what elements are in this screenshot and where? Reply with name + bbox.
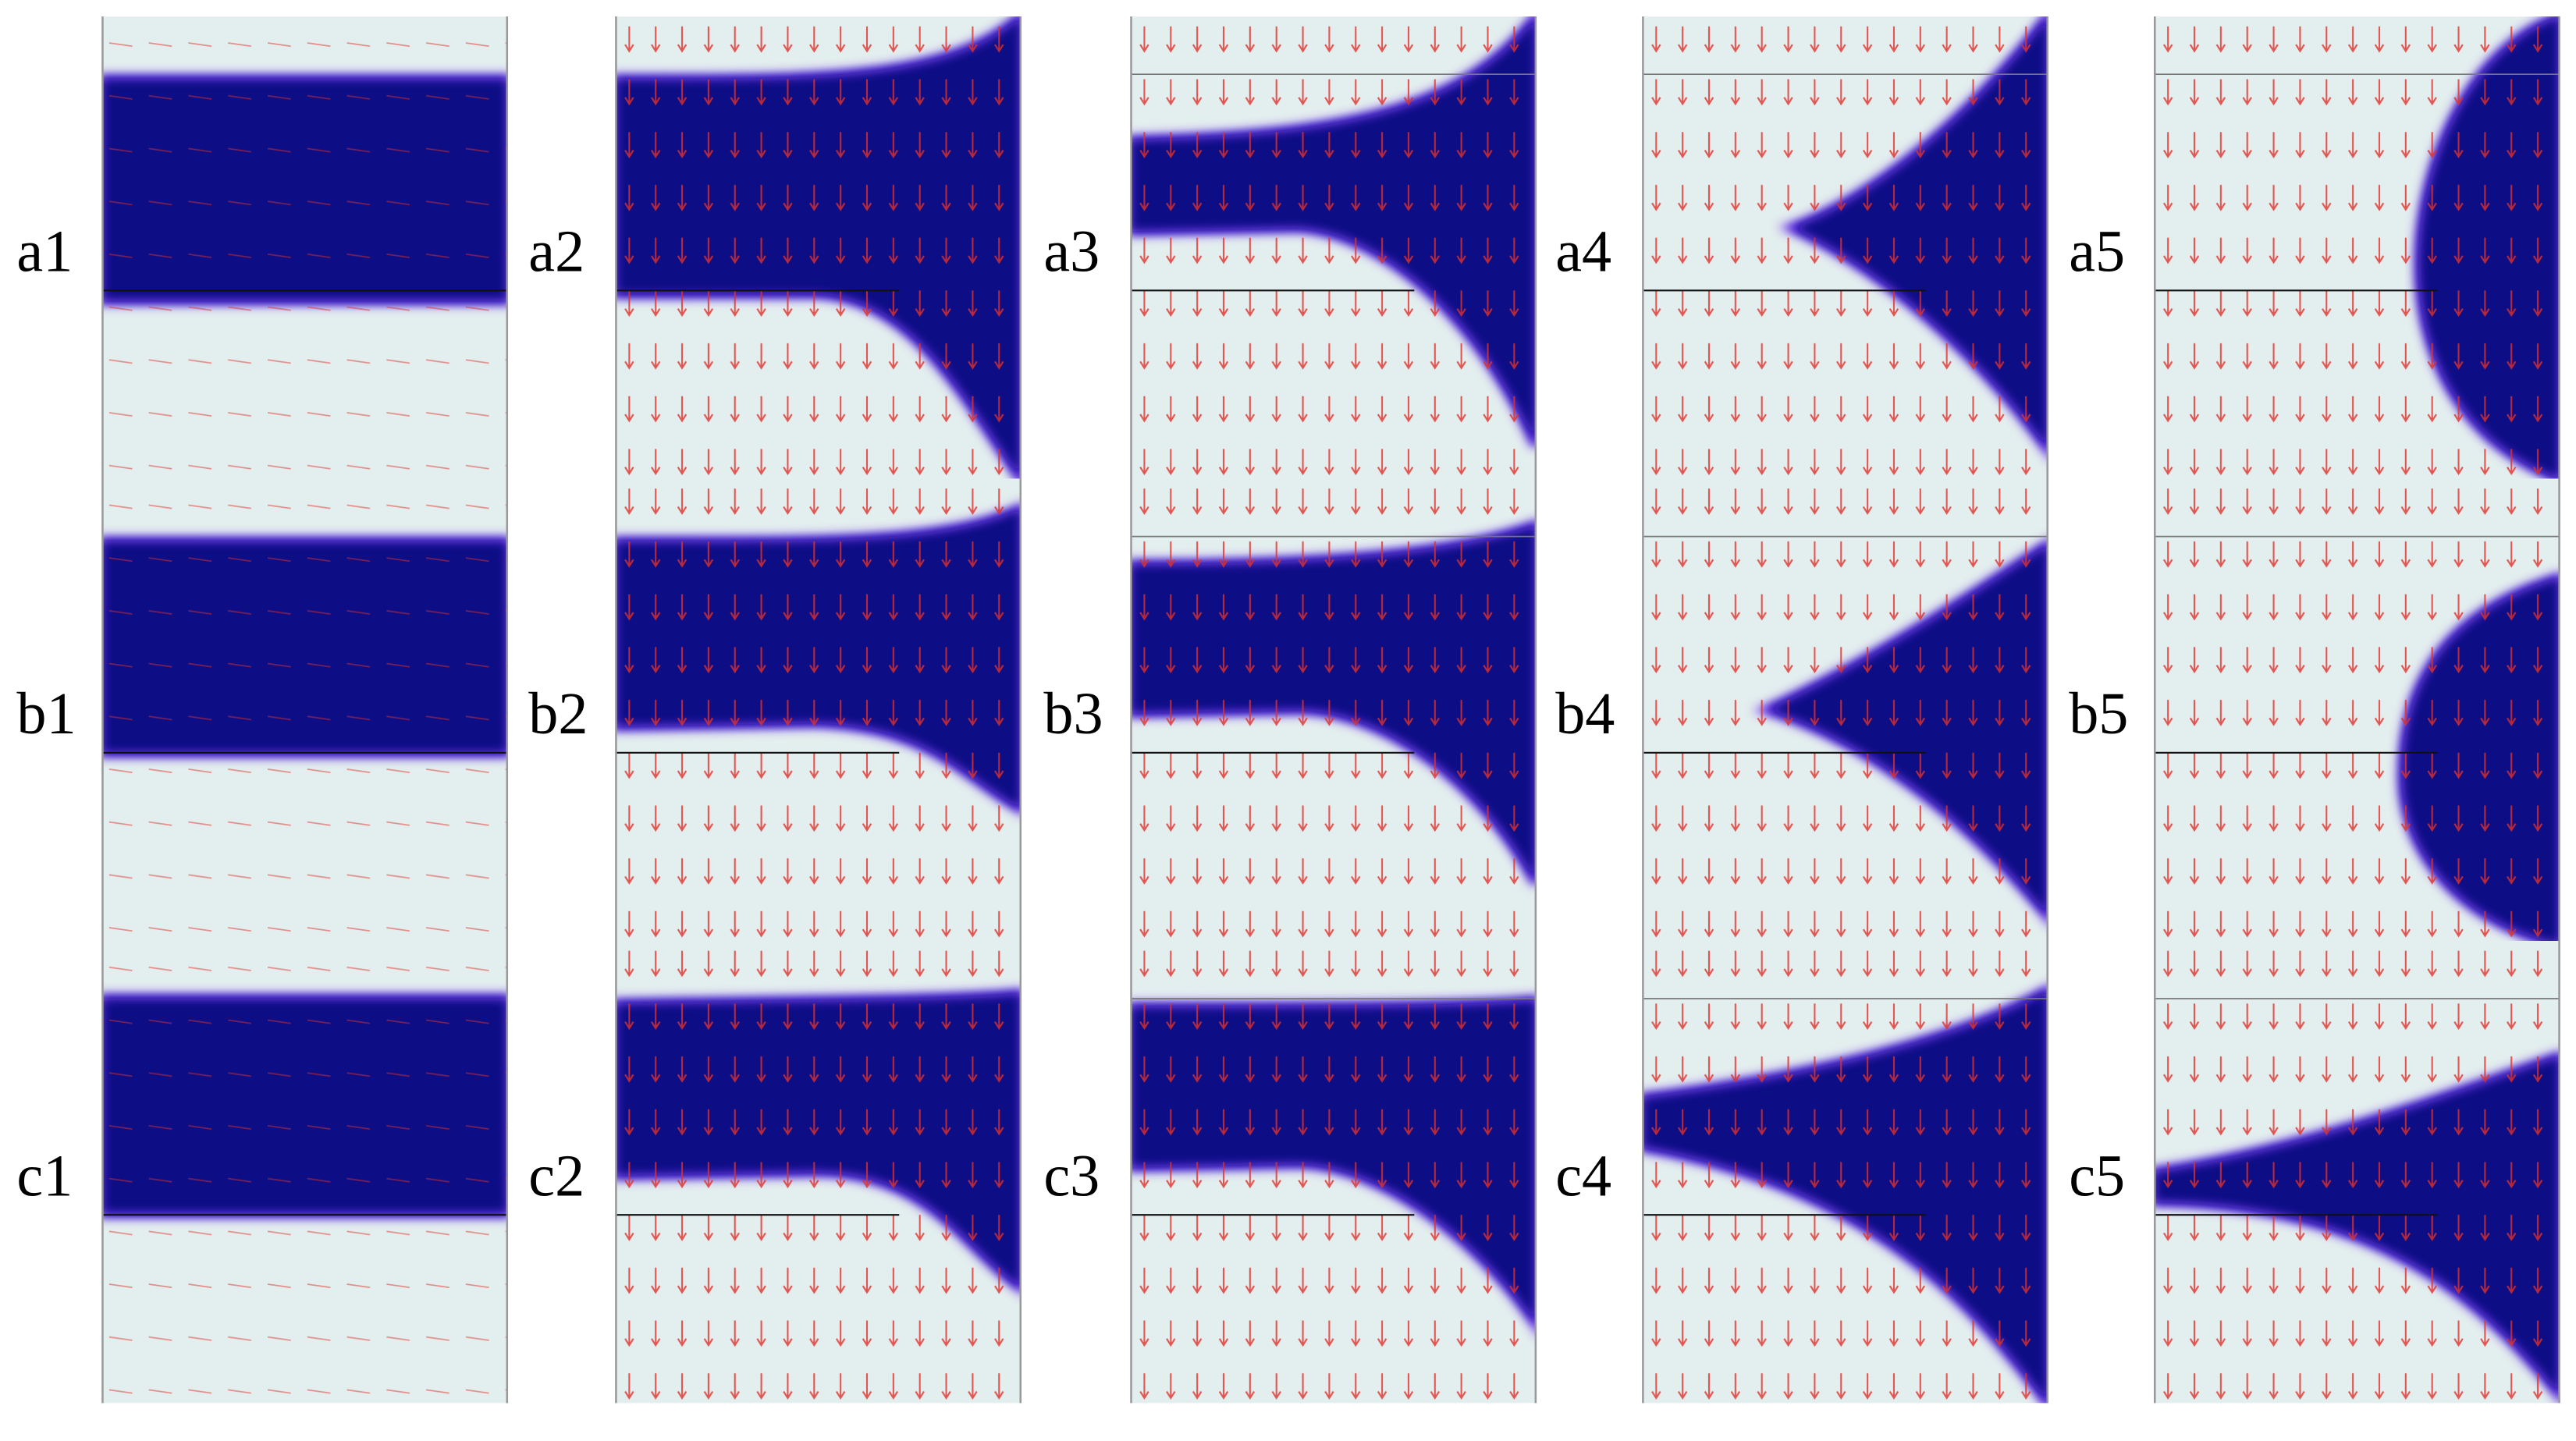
- panel-content: [616, 478, 1021, 941]
- panel-label: c1: [16, 1143, 73, 1209]
- panel: [615, 940, 1022, 1404]
- panel-content: [1643, 478, 2048, 941]
- velocity-arrows: [1643, 940, 2048, 1404]
- panel-content: [1131, 16, 1536, 479]
- panel-label: a4: [1555, 219, 1611, 285]
- panel-label: a2: [528, 219, 584, 285]
- velocity-arrows: [1131, 940, 1536, 1404]
- panel-content: [2155, 940, 2560, 1404]
- velocity-arrows: [2155, 940, 2560, 1404]
- panel: [615, 16, 1022, 479]
- panel-label: c5: [2069, 1143, 2125, 1209]
- velocity-arrows: [1643, 478, 2048, 941]
- panel-label: b5: [2069, 681, 2128, 747]
- panel-label: c4: [1555, 1143, 1611, 1209]
- velocity-arrows: [616, 16, 1021, 479]
- panel: [1642, 478, 2048, 941]
- panel-label: c2: [528, 1143, 584, 1209]
- panel-content: [1643, 16, 2048, 479]
- panel: [2153, 940, 2560, 1404]
- panel: [2153, 478, 2560, 941]
- velocity-arrows: [102, 478, 507, 941]
- panel-label: a5: [2069, 219, 2125, 285]
- velocity-arrows: [616, 478, 1021, 941]
- panel-content: [1131, 478, 1536, 941]
- panel-content: [1131, 940, 1536, 1404]
- panel: [101, 940, 509, 1404]
- panel: [101, 478, 509, 941]
- panel-content: [2155, 16, 2560, 479]
- panel: [615, 478, 1022, 941]
- velocity-arrows: [1131, 16, 1536, 479]
- velocity-arrows: [1131, 478, 1536, 941]
- panel-content: [616, 940, 1021, 1404]
- panel: [1642, 940, 2048, 1404]
- panel-label: b1: [16, 681, 76, 747]
- panel-content: [2155, 478, 2560, 941]
- panel-label: c3: [1043, 1143, 1100, 1209]
- velocity-arrows: [1643, 16, 2048, 479]
- panel: [2153, 16, 2560, 479]
- velocity-arrows: [2155, 16, 2560, 479]
- panel-content: [102, 940, 507, 1404]
- panel-content: [616, 16, 1021, 479]
- panel-label: b2: [528, 681, 588, 747]
- panel: [1130, 478, 1537, 941]
- panel-label: b4: [1555, 681, 1615, 747]
- panel: [101, 16, 509, 479]
- velocity-arrows: [102, 940, 507, 1404]
- panel: [1130, 16, 1537, 479]
- panel-content: [102, 16, 507, 479]
- panel-label: b3: [1043, 681, 1103, 747]
- panel: [1642, 16, 2048, 479]
- panel-content: [102, 478, 507, 941]
- velocity-arrows: [102, 16, 507, 479]
- panel: [1130, 940, 1537, 1404]
- panel-content: [1643, 940, 2048, 1404]
- velocity-arrows: [616, 940, 1021, 1404]
- velocity-arrows: [2155, 478, 2560, 941]
- panel-label: a1: [16, 219, 73, 285]
- panel-label: a3: [1043, 219, 1100, 285]
